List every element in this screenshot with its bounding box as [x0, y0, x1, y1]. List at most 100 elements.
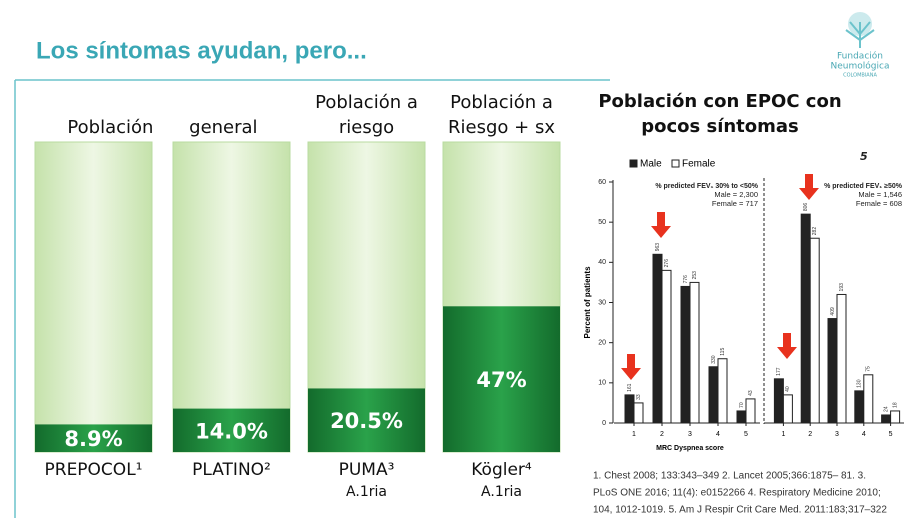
y-axis-label: Percent of patients	[583, 266, 592, 339]
x-tick-label: 2	[808, 431, 812, 438]
category-label: Kögler⁴	[471, 460, 532, 480]
bar	[652, 253, 663, 424]
annotation: Female = 608	[856, 199, 902, 208]
column-header: Población a	[315, 92, 418, 113]
track	[34, 141, 153, 453]
bar	[890, 410, 901, 424]
logo-text: Neumológica	[831, 61, 890, 72]
bar	[717, 358, 728, 424]
category-label: PLATINO²	[192, 460, 271, 480]
value-label: 8.9%	[64, 427, 122, 451]
bar	[863, 374, 874, 424]
bar	[745, 398, 756, 424]
bar	[736, 410, 747, 424]
category-sublabel: A.1ria	[481, 484, 522, 500]
bar	[881, 414, 892, 424]
count-label: 776	[683, 275, 689, 284]
bar	[800, 213, 811, 424]
note: 5	[860, 150, 868, 163]
y-tick-label: 50	[598, 219, 606, 226]
count-label: 40	[785, 386, 791, 392]
annotation: Male = 1,546	[858, 190, 902, 199]
bar	[689, 281, 700, 424]
arrows	[621, 174, 819, 380]
y-tick-label: 20	[598, 340, 606, 347]
bar	[633, 402, 644, 424]
reference: 1. Chest 2008; 133:343–349 2. Lancet 200…	[593, 471, 866, 482]
x-axis-label: MRC Dyspnea score	[656, 445, 724, 452]
count-label: 33	[636, 394, 642, 400]
reference: PLoS ONE 2016; 11(4): e0152266 4. Respir…	[593, 488, 881, 499]
value-label: 14.0%	[195, 419, 268, 443]
column-header: Población general	[67, 117, 257, 138]
count-label: 253	[692, 271, 698, 280]
y-tick-label: 60	[598, 179, 606, 186]
bar	[680, 285, 691, 424]
count-label: 806	[803, 203, 809, 212]
count-label: 18	[892, 402, 898, 408]
x-tick-label: 5	[889, 431, 893, 438]
bar	[854, 390, 865, 424]
logo-text: Fundación	[837, 51, 883, 62]
value-label: 20.5%	[330, 409, 403, 433]
bar	[809, 237, 820, 424]
count-label: 276	[664, 259, 670, 268]
x-tick-label: 4	[716, 431, 720, 438]
bar	[624, 394, 635, 424]
bar	[782, 394, 793, 424]
count-label: 24	[883, 406, 889, 412]
count-label: 70	[739, 402, 745, 408]
y-tick-label: 30	[598, 299, 606, 306]
bar	[836, 293, 847, 424]
count-label: 161	[627, 383, 633, 392]
legend-label: Male	[640, 159, 662, 170]
column-header: Población a	[450, 92, 553, 113]
category-label: PUMA³	[339, 460, 395, 480]
slide-title: Los síntomas ayudan, pero...	[36, 37, 367, 64]
annotation: % predicted FEV₁ 30% to <50%	[655, 183, 758, 190]
count-label: 177	[776, 367, 782, 376]
count-label: 130	[857, 379, 863, 388]
bar	[827, 318, 838, 424]
x-tick-label: 1	[632, 431, 636, 438]
column-header: Riesgo + sx	[448, 117, 555, 138]
count-label: 409	[830, 307, 836, 316]
bar	[661, 269, 672, 424]
reference: 104, 1012-1019. 5. Am J Respir Crit Care…	[593, 505, 887, 516]
bar	[443, 306, 560, 452]
x-tick-label: 3	[835, 431, 839, 438]
bar	[308, 388, 425, 452]
column-header: riesgo	[339, 117, 394, 138]
count-label: 193	[839, 283, 845, 292]
bar	[773, 378, 784, 424]
x-tick-label: 1	[781, 431, 785, 438]
annotation: % predicted FEV₁ ≥50%	[824, 183, 903, 190]
track	[172, 141, 291, 453]
x-tick-label: 4	[862, 431, 866, 438]
section-title: pocos síntomas	[641, 116, 799, 137]
y-tick-label: 40	[598, 259, 606, 266]
legend-label: Female	[682, 159, 716, 170]
x-tick-label: 5	[744, 431, 748, 438]
legend-swatch	[671, 159, 680, 168]
x-tick-label: 3	[688, 431, 692, 438]
count-label: 43	[748, 390, 754, 396]
bar	[35, 424, 152, 452]
bar	[173, 408, 290, 452]
logo-text: COLOMBIANA	[843, 73, 877, 79]
bar	[708, 366, 719, 424]
count-label: 282	[812, 227, 818, 236]
section-title: Población con EPOC con	[598, 91, 841, 112]
y-tick-label: 0	[602, 420, 606, 427]
count-label: 115	[720, 348, 726, 356]
count-label: 330	[711, 355, 717, 364]
value-label: 47%	[476, 368, 526, 392]
legend-swatch	[629, 159, 638, 168]
annotation: Male = 2,300	[714, 190, 758, 199]
x-tick-label: 2	[660, 431, 664, 438]
annotation: Female = 717	[712, 199, 758, 208]
y-tick-label: 10	[598, 380, 606, 387]
count-label: 963	[655, 243, 661, 252]
category-label: PREPOCOL¹	[45, 460, 143, 480]
